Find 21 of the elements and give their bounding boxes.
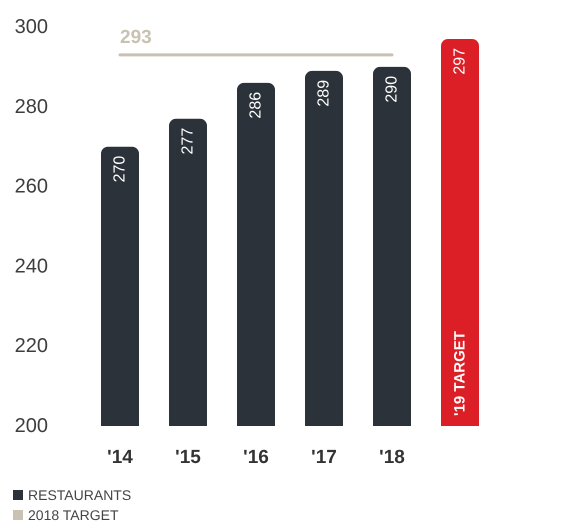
legend-label: 2018 TARGET — [28, 507, 119, 523]
data-label: 293 — [120, 26, 152, 48]
x-tick-label: '17 — [311, 447, 337, 468]
legend-label: RESTAURANTS — [28, 487, 132, 503]
x-tick-label: '16 — [243, 447, 269, 468]
x-tick-label: '19 TARGET — [452, 331, 468, 416]
data-label: 290 — [384, 76, 400, 103]
x-tick-label: '15 — [175, 447, 202, 468]
y-tick-label: 200 — [14, 415, 48, 437]
data-label: 289 — [316, 80, 332, 107]
data-label: 270 — [112, 156, 128, 182]
x-tick-label: '14 — [107, 447, 134, 468]
data-label: 277 — [180, 128, 196, 154]
y-tick-label: 300 — [14, 16, 48, 38]
x-tick-label: '18 — [379, 447, 405, 468]
y-tick-label: 260 — [14, 176, 48, 198]
y-tick-label: 240 — [14, 255, 48, 278]
data-label: 286 — [248, 92, 264, 119]
data-label: 297 — [452, 48, 468, 75]
y-tick-label: 220 — [14, 335, 48, 358]
y-tick-label: 280 — [14, 96, 48, 118]
